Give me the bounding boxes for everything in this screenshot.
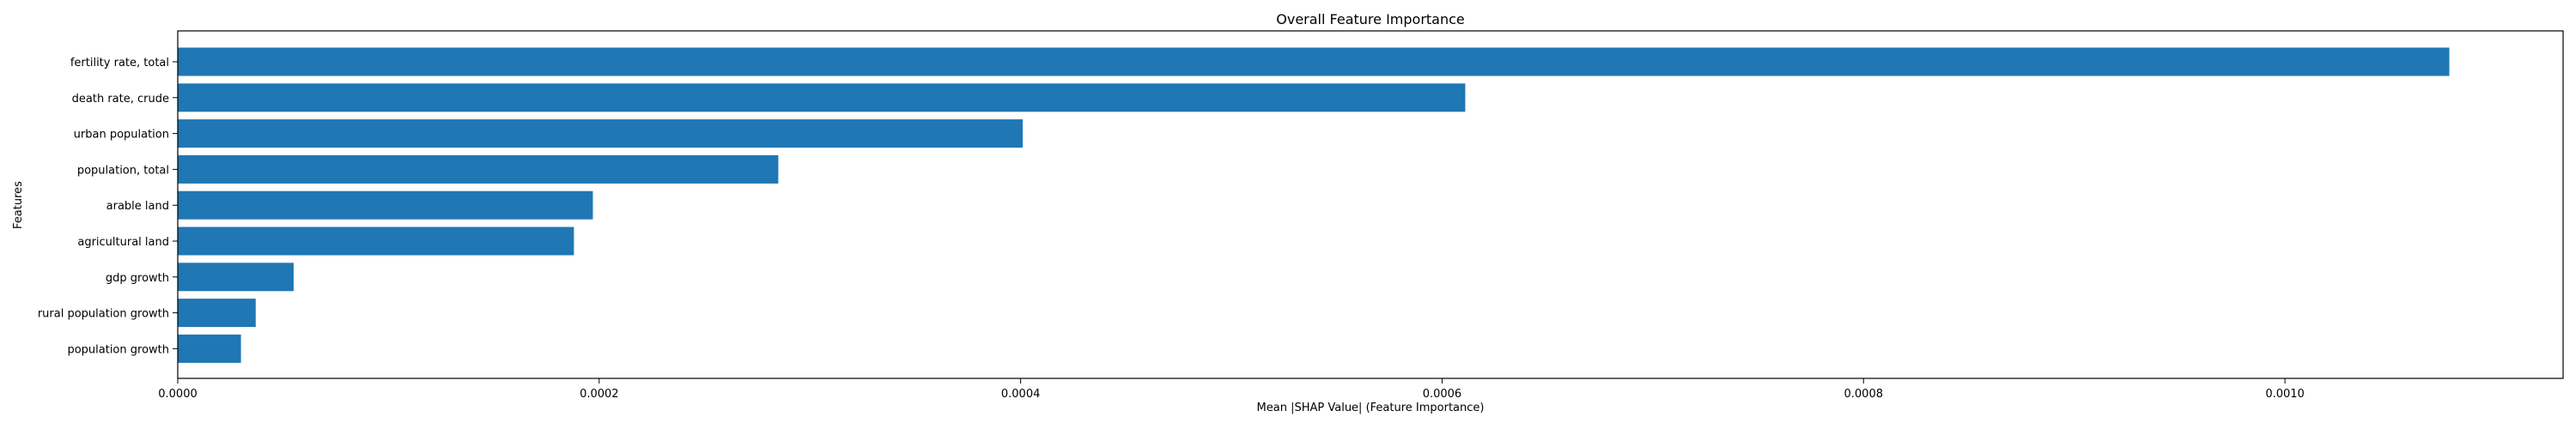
y-tick-label: death rate, crude [72, 93, 169, 106]
y-tick-label: rural population growth [38, 308, 169, 321]
x-tick-label: 0.0008 [1844, 388, 1884, 401]
y-axis-label: Features [12, 181, 25, 229]
plot-frame [177, 30, 2564, 379]
bar-2 [178, 119, 1024, 148]
bar-4 [178, 190, 593, 220]
x-tick-label: 0.0000 [158, 388, 197, 401]
x-tick-label: 0.0010 [2265, 388, 2305, 401]
bar-5 [178, 227, 574, 256]
bar-8 [178, 334, 241, 363]
bar-0 [178, 47, 2450, 76]
y-tick-label: gdp growth [106, 272, 169, 285]
x-axis-label: Mean |SHAP Value| (Feature Importance) [1257, 402, 1485, 414]
y-tick-label: agricultural land [77, 236, 169, 249]
x-tick-label: 0.0006 [1423, 388, 1462, 401]
x-tick-label: 0.0002 [580, 388, 619, 401]
y-tick-label: population, total [77, 164, 169, 177]
chart-title: Overall Feature Importance [1276, 11, 1465, 27]
y-tick-label: fertility rate, total [70, 57, 169, 69]
y-ticks-group: fertility rate, total death rate, crude ur… [38, 57, 178, 356]
bar-1 [178, 83, 1466, 112]
bars-group [178, 47, 2450, 363]
bar-6 [178, 263, 294, 292]
bar-7 [178, 299, 256, 328]
y-tick-label: arable land [106, 200, 169, 213]
y-tick-label: urban population [74, 129, 169, 142]
y-tick-label: population growth [67, 343, 169, 356]
bar-3 [178, 154, 779, 184]
x-ticks-group: 0.0000 0.0002 0.0004 0.0006 0.0008 0.0010 [158, 378, 2305, 401]
x-tick-label: 0.0004 [1001, 388, 1041, 401]
